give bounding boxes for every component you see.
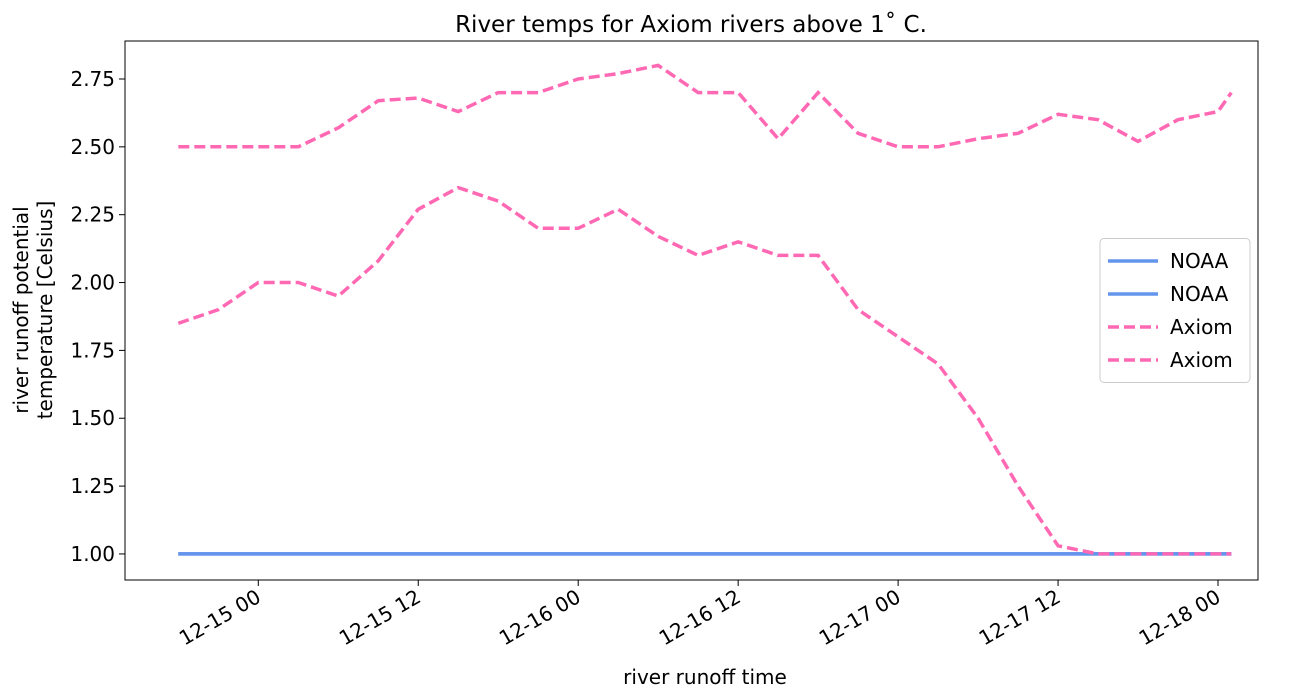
y-tick-label: 2.50 [70,135,115,159]
y-tick-label: 1.25 [70,474,115,498]
y-axis-label: temperature [Celsius] [33,201,57,420]
series-line [177,185,1232,556]
series-line [178,63,1233,149]
legend-label: Axiom [1170,315,1233,339]
x-tick-label: 12-16 00 [495,584,585,650]
plot-area [124,40,1259,581]
x-tick-label: 12-15 12 [335,584,425,650]
x-tick-label: 12-17 12 [975,584,1065,650]
y-tick-label: 2.25 [70,203,115,227]
legend-box [1099,238,1251,383]
y-tick-label: 2.00 [70,271,115,295]
x-tick-label: 12-16 12 [655,584,745,650]
y-tick-label: 1.50 [70,406,115,430]
legend: NOAA NOAA Axiom Axiom [1099,238,1251,383]
x-axis-label: river runoff time [623,665,787,689]
legend-label: Axiom [1170,348,1233,372]
x-tick-label: 12-18 00 [1135,584,1225,650]
x-tick-label: 12-17 00 [815,584,905,650]
y-axis-label: river runoff potential [9,206,33,413]
y-tick-label: 1.00 [70,542,115,566]
y-tick-label: 2.75 [70,67,115,91]
x-tick-label: 12-15 00 [175,584,265,650]
legend-label: NOAA [1170,282,1229,306]
chart-title: River temps for Axiom rivers above 1˚ C. [455,11,927,38]
y-tick-label: 1.75 [70,338,115,362]
legend-label: NOAA [1170,249,1229,273]
